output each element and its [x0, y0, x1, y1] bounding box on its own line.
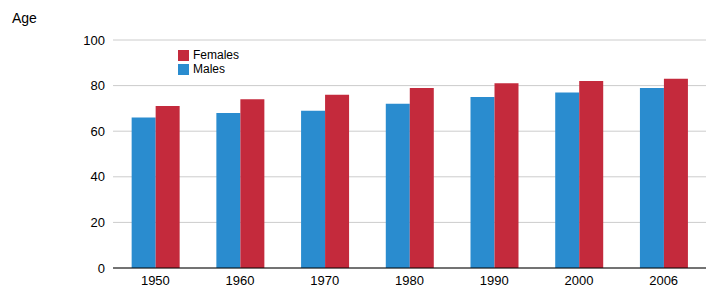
svg-text:0: 0: [98, 261, 105, 276]
svg-text:100: 100: [83, 33, 105, 48]
svg-text:2006: 2006: [649, 273, 678, 288]
svg-text:20: 20: [91, 215, 105, 230]
html-text:Males: Males: [193, 62, 225, 76]
html-text:Age: Age: [12, 10, 37, 26]
svg-text:1950: 1950: [141, 273, 170, 288]
svg-text:1980: 1980: [395, 273, 424, 288]
svg-text:80: 80: [91, 78, 105, 93]
svg-text:40: 40: [91, 169, 105, 184]
svg-text:1970: 1970: [310, 273, 339, 288]
svg-text:60: 60: [91, 124, 105, 139]
svg-text:2000: 2000: [564, 273, 593, 288]
svg-text:1990: 1990: [480, 273, 509, 288]
svg-text:1960: 1960: [226, 273, 255, 288]
html-text:Females: Females: [193, 48, 239, 62]
